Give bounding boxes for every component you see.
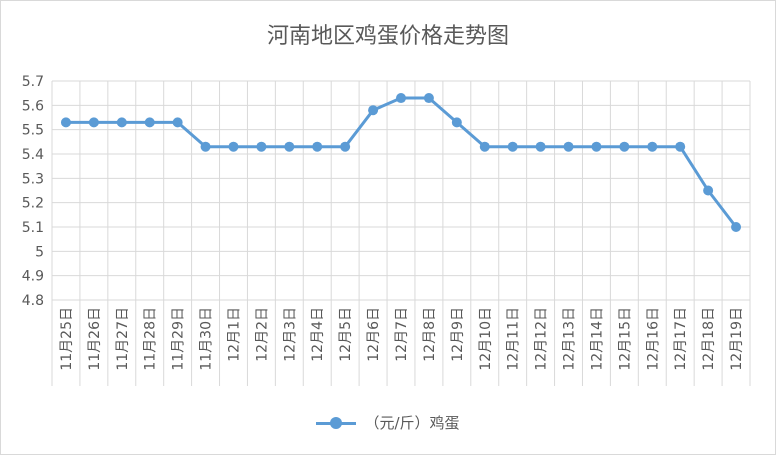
y-tick-label: 5 xyxy=(35,244,44,260)
data-point xyxy=(340,141,351,152)
x-tick-label: 12月15日 xyxy=(617,307,633,371)
x-tick-label: 12月1日 xyxy=(226,307,242,362)
x-tick-label: 12月11日 xyxy=(506,307,522,371)
series-line xyxy=(65,96,738,228)
x-tick-label: 12月3日 xyxy=(282,307,298,362)
data-point xyxy=(563,141,574,152)
data-point xyxy=(256,141,267,152)
legend-marker-icon xyxy=(316,416,357,430)
data-point xyxy=(619,141,630,152)
data-point xyxy=(535,141,546,152)
x-tick-label: 12月12日 xyxy=(534,307,550,371)
data-point xyxy=(507,141,518,152)
x-tick-label: 12月5日 xyxy=(338,307,354,362)
data-point xyxy=(144,117,155,128)
y-tick-label: 5.7 xyxy=(22,74,44,90)
x-tick-label: 12月9日 xyxy=(450,307,466,362)
data-point xyxy=(396,93,406,104)
data-point xyxy=(116,117,127,128)
data-point xyxy=(368,105,379,116)
data-point xyxy=(284,141,295,152)
x-tick-label: 12月6日 xyxy=(366,307,382,362)
x-tick-label: 12月14日 xyxy=(589,307,605,371)
x-tick-label: 12月4日 xyxy=(310,307,326,362)
data-point xyxy=(312,141,323,152)
x-tick-label: 12月17日 xyxy=(673,307,689,371)
data-point xyxy=(200,141,211,152)
data-point xyxy=(675,141,686,152)
data-point xyxy=(172,117,183,128)
y-tick-label: 5.5 xyxy=(22,123,44,139)
y-tick-label: 5.2 xyxy=(22,196,44,212)
y-tick-label: 5.1 xyxy=(22,220,44,236)
y-tick-label: 4.8 xyxy=(22,293,44,309)
x-tick-label: 11月30日 xyxy=(199,307,215,371)
data-point xyxy=(228,141,239,152)
data-point xyxy=(60,117,71,128)
x-tick-label: 11月27日 xyxy=(115,307,131,371)
x-tick-label: 12月2日 xyxy=(254,307,270,362)
data-point xyxy=(703,185,714,196)
x-tick-label: 12月13日 xyxy=(562,307,578,371)
y-tick-label: 5.4 xyxy=(22,147,44,163)
data-point xyxy=(647,141,658,152)
x-tick-label: 12月16日 xyxy=(645,307,661,371)
data-point xyxy=(451,117,462,128)
data-point xyxy=(423,93,434,104)
y-tick-label: 5.3 xyxy=(22,171,44,187)
y-tick-label: 5.6 xyxy=(22,98,44,114)
x-tick-label: 12月10日 xyxy=(478,307,494,371)
x-tick-label: 12月7日 xyxy=(394,307,410,362)
data-point xyxy=(479,141,490,152)
x-tick-label: 11月25日 xyxy=(59,307,75,371)
data-point xyxy=(731,222,742,232)
x-tick-label: 11月28日 xyxy=(143,307,159,371)
x-tick-label: 11月29日 xyxy=(171,307,187,371)
x-tick-label: 12月19日 xyxy=(729,307,745,371)
chart-title: 河南地区鸡蛋价格走势图 xyxy=(266,24,509,49)
data-point xyxy=(88,117,99,128)
x-tick-label: 11月26日 xyxy=(87,307,103,371)
x-tick-label: 12月8日 xyxy=(422,307,438,362)
x-tick-label: 12月18日 xyxy=(701,307,717,371)
legend-label: （元/斤）鸡蛋 xyxy=(364,414,460,432)
data-point xyxy=(591,141,602,152)
y-tick-label: 4.9 xyxy=(22,269,44,285)
chart-legend: （元/斤）鸡蛋 xyxy=(0,412,776,433)
